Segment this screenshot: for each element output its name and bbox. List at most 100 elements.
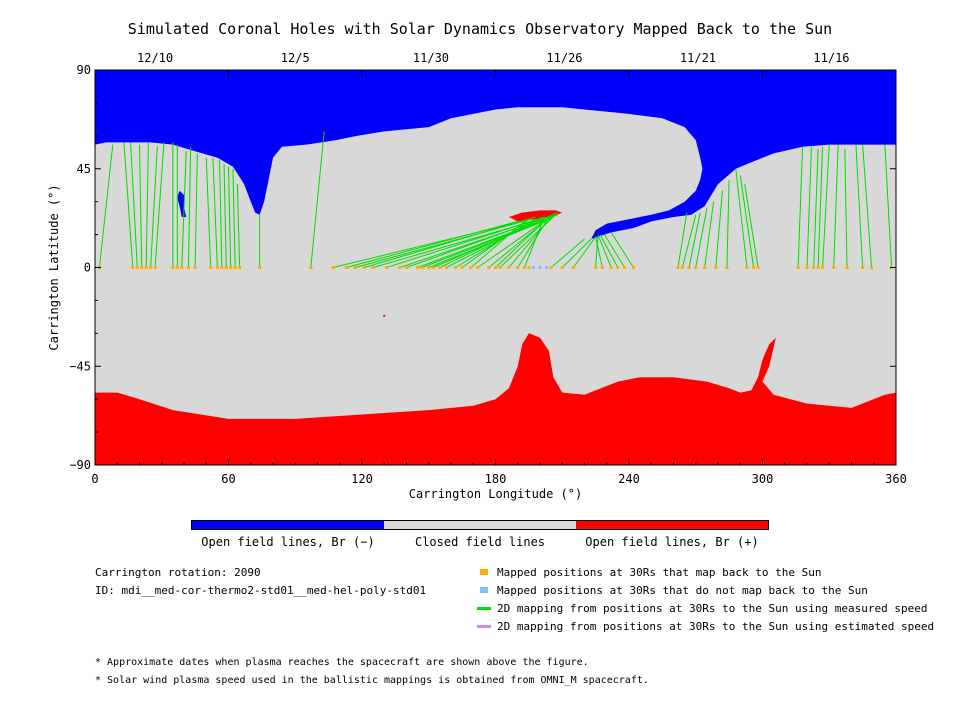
mapping-line bbox=[806, 146, 812, 268]
mapping-line bbox=[604, 234, 625, 268]
mapping-line bbox=[523, 216, 545, 268]
mapped-point bbox=[229, 266, 233, 269]
mapping-line bbox=[145, 142, 149, 268]
mapped-point bbox=[416, 266, 420, 269]
mapped-point bbox=[549, 266, 553, 269]
mapped-point bbox=[821, 266, 825, 269]
mapping-line bbox=[499, 212, 559, 268]
mapped-point bbox=[623, 266, 627, 269]
x-tick-label: 0 bbox=[91, 472, 98, 486]
mapped-point bbox=[714, 266, 718, 269]
mapping-line bbox=[139, 144, 143, 268]
mapping-line bbox=[470, 221, 525, 268]
date-tick-label: 11/16 bbox=[813, 51, 849, 65]
unmapped-point bbox=[538, 266, 542, 269]
mapping-line bbox=[610, 232, 634, 268]
legend-label-estimated: 2D mapping from positions at 30Rs to the… bbox=[497, 620, 935, 633]
north-coronal-hole bbox=[95, 70, 896, 239]
mapping-line bbox=[595, 236, 599, 268]
colorbar-label-closed: Closed field lines bbox=[414, 535, 546, 549]
x-tick-label: 60 bbox=[221, 472, 235, 486]
mapped-point bbox=[258, 266, 262, 269]
mapping-line bbox=[181, 151, 187, 268]
mapping-line bbox=[599, 234, 619, 268]
mapped-point bbox=[516, 266, 520, 269]
note-speed: * Solar wind plasma speed used in the ba… bbox=[95, 675, 649, 686]
date-tick-label: 11/30 bbox=[413, 51, 449, 65]
legend-swatch-mapped bbox=[480, 569, 488, 575]
mapped-point bbox=[703, 266, 707, 269]
chart-title: Simulated Coronal Holes with Solar Dynam… bbox=[127, 20, 833, 38]
mapped-point bbox=[171, 266, 175, 269]
mapping-line bbox=[223, 164, 227, 268]
mapped-point bbox=[571, 266, 575, 269]
mapping-line bbox=[597, 234, 612, 268]
mapping-line bbox=[364, 216, 536, 268]
y-tick-label: 90 bbox=[77, 63, 91, 77]
mapped-point bbox=[180, 266, 184, 269]
mapped-point bbox=[522, 266, 526, 269]
note-dates: * Approximate dates when plasma reaches … bbox=[95, 657, 589, 668]
mapping-line bbox=[455, 220, 532, 268]
unmapped-point bbox=[545, 266, 549, 269]
mapped-point bbox=[144, 266, 148, 269]
mapped-point bbox=[494, 266, 497, 269]
mapped-point bbox=[405, 266, 408, 269]
mapping-line bbox=[844, 148, 848, 268]
mapped-point bbox=[609, 266, 613, 269]
colorbar-closed bbox=[384, 521, 576, 529]
mapping-line bbox=[704, 201, 715, 268]
mapping-line bbox=[822, 144, 830, 268]
date-tick-label: 12/5 bbox=[281, 51, 310, 65]
mapping-line bbox=[346, 220, 518, 268]
colorbar-negative bbox=[192, 521, 384, 529]
mapping-line bbox=[219, 159, 223, 268]
legend-label-unmapped: Mapped positions at 30Rs that do not map… bbox=[497, 584, 868, 597]
mapping-line bbox=[446, 220, 536, 268]
mapped-point bbox=[676, 266, 680, 269]
legend-label-measured: 2D mapping from positions at 30Rs to the… bbox=[497, 602, 928, 615]
mapping-line bbox=[386, 216, 545, 268]
coronal-hole-map: 0 60 120 180 240 300 360 −90 −45 0 45 90 12/10 12/5 11… bbox=[47, 51, 907, 501]
mapping-line bbox=[310, 131, 325, 268]
mapping-line bbox=[595, 236, 603, 268]
mapped-point bbox=[469, 266, 473, 269]
mapping-line bbox=[688, 212, 701, 268]
date-tick-label: 11/26 bbox=[546, 51, 582, 65]
mapped-point bbox=[631, 266, 635, 269]
y-tick-label: −90 bbox=[69, 458, 91, 472]
mapping-line bbox=[715, 190, 723, 268]
mapped-point bbox=[186, 266, 190, 269]
mapping-line bbox=[862, 144, 873, 268]
mapped-point bbox=[805, 266, 809, 269]
mapped-point bbox=[431, 266, 435, 269]
mapped-point bbox=[756, 266, 760, 269]
mapped-point bbox=[861, 266, 865, 269]
mapping-line bbox=[228, 166, 232, 268]
mapping-line bbox=[194, 153, 198, 268]
mapping-line bbox=[550, 238, 585, 268]
x-axis-label: Carrington Longitude (°) bbox=[409, 487, 582, 501]
mapping-line bbox=[833, 144, 839, 268]
mapped-point bbox=[594, 266, 598, 269]
mapped-point bbox=[680, 266, 684, 269]
mapped-point bbox=[140, 266, 144, 269]
y-tick-label: −45 bbox=[69, 359, 91, 373]
x-tick-label: 180 bbox=[485, 472, 507, 486]
mapped-point bbox=[153, 266, 157, 269]
mapped-point bbox=[453, 266, 457, 269]
mapping-line bbox=[150, 146, 158, 268]
mapped-point bbox=[331, 266, 335, 269]
mapped-point bbox=[600, 266, 604, 269]
mapping-line bbox=[98, 144, 114, 268]
mapped-point bbox=[362, 266, 366, 269]
mapped-point bbox=[427, 266, 431, 269]
y-axis-label: Carrington Latitude (°) bbox=[47, 184, 61, 350]
mapping-line bbox=[572, 236, 597, 268]
mapped-point bbox=[687, 266, 691, 269]
mapping-line bbox=[154, 142, 165, 268]
mapped-point bbox=[215, 266, 219, 269]
mapped-point bbox=[193, 266, 197, 269]
mapping-line bbox=[817, 146, 824, 268]
mapping-line bbox=[797, 146, 804, 268]
